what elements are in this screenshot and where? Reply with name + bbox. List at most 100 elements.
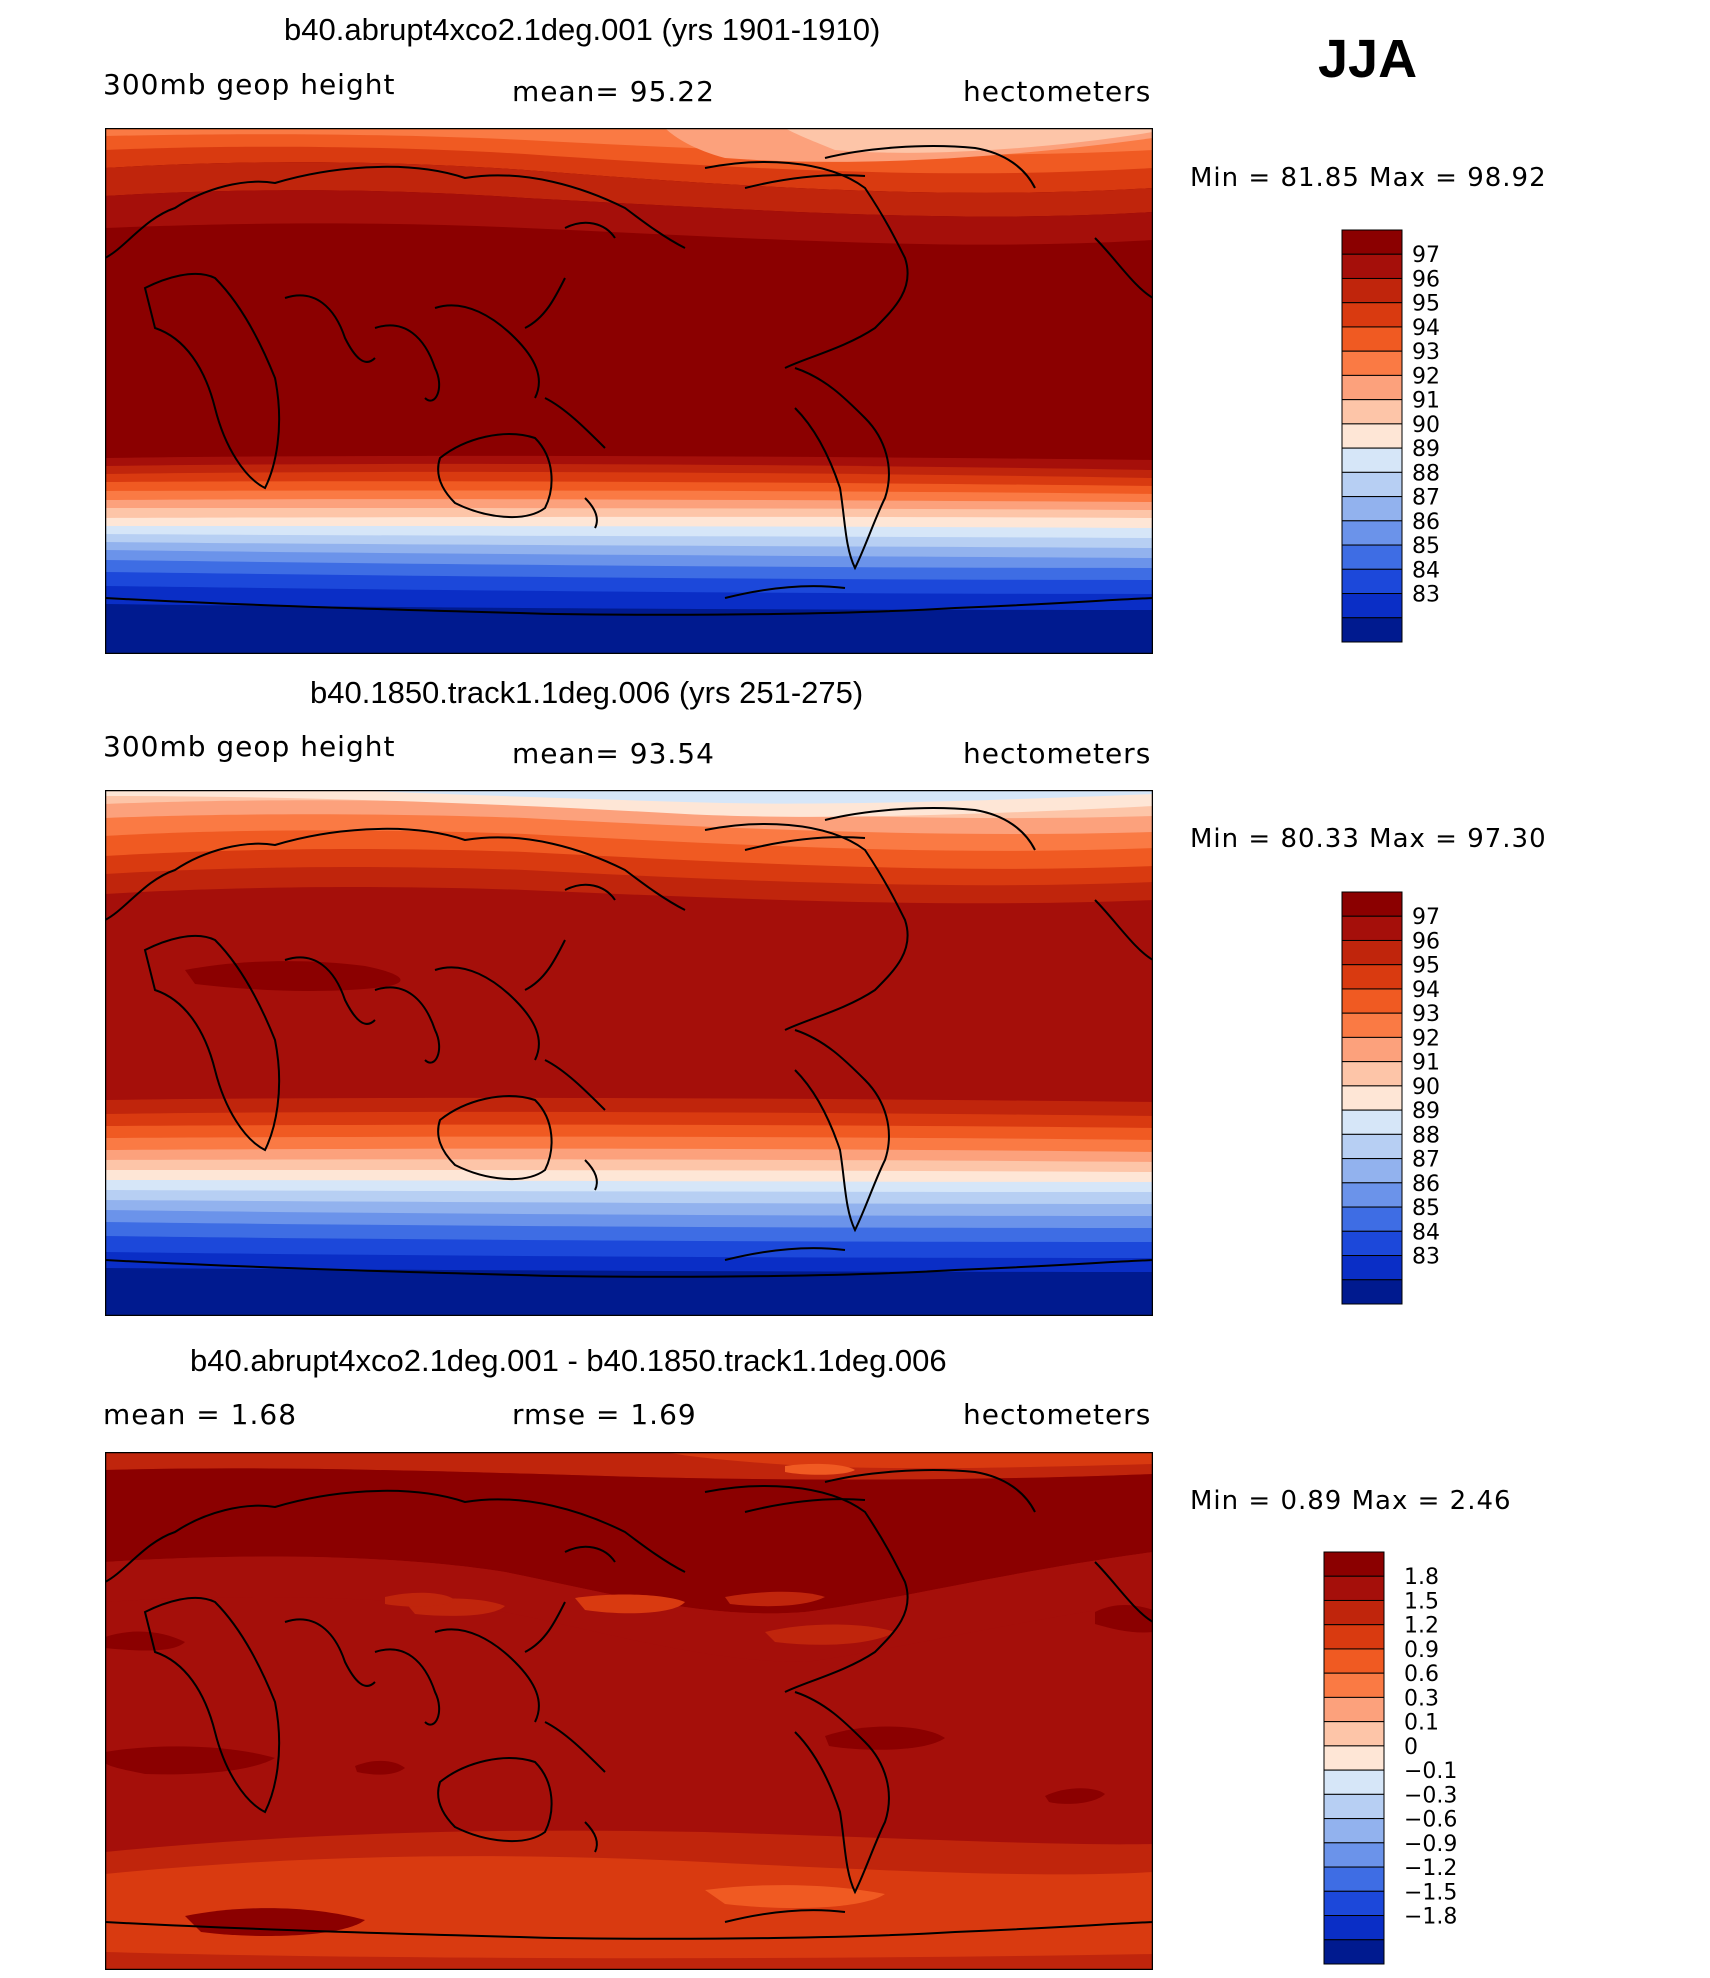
colorbar-tick-label: 91	[1412, 1051, 1440, 1076]
colorbar-tick-label: 94	[1412, 978, 1440, 1003]
colorbar-tick-label: 95	[1412, 954, 1440, 979]
colorbar-tick-label: 1.8	[1404, 1565, 1439, 1590]
colorbar-tick-label: 0.9	[1404, 1638, 1439, 1663]
colorbar-swatch	[1323, 1599, 1385, 1626]
colorbar-tick-label: 87	[1412, 486, 1440, 511]
colorbar-3-swatches	[1323, 1551, 1385, 1965]
colorbar-swatch	[1341, 471, 1403, 498]
colorbar-swatch	[1341, 350, 1403, 376]
colorbar-swatch	[1341, 302, 1403, 328]
colorbar-tick-label: 94	[1412, 316, 1440, 341]
colorbar-tick-label: 93	[1412, 1002, 1440, 1027]
colorbar-tick-label: −1.2	[1404, 1856, 1457, 1881]
colorbar-tick-label: 1.2	[1404, 1614, 1439, 1639]
colorbar-swatch	[1341, 964, 1403, 990]
colorbar-swatch	[1341, 1206, 1403, 1232]
colorbar-tick-label: −1.8	[1404, 1905, 1457, 1930]
colorbar-tick-label: 90	[1412, 413, 1440, 438]
colorbar-tick-label: 97	[1412, 243, 1440, 268]
colorbar-panel-3: 1.81.51.20.90.60.30.10−0.1−0.3−0.6−0.9−1…	[1323, 1551, 1457, 1965]
colorbar-swatch	[1341, 277, 1403, 304]
colorbar-tick-label: 96	[1412, 929, 1440, 954]
colorbar-swatch	[1341, 496, 1403, 522]
colorbar-swatch	[1323, 1769, 1385, 1795]
colorbar-swatch	[1341, 1158, 1403, 1184]
colorbar-swatch	[1323, 1575, 1385, 1601]
colorbar-tick-label: 85	[1412, 1196, 1440, 1221]
colorbar-swatch	[1341, 1182, 1403, 1208]
panel-2-mean-label: mean= 93.54	[512, 737, 715, 770]
colorbar-swatch	[1323, 1842, 1385, 1868]
colorbar-swatch	[1323, 1696, 1385, 1723]
colorbar-tick-label: −0.1	[1404, 1759, 1457, 1784]
colorbar-3-labels: 1.81.51.20.90.60.30.10−0.1−0.3−0.6−0.9−1…	[1404, 1565, 1457, 1929]
colorbar-swatch	[1323, 1745, 1385, 1771]
colorbar-tick-label: 0	[1404, 1735, 1418, 1760]
panel-3-title: b40.abrupt4xco2.1deg.001 - b40.1850.trac…	[190, 1343, 947, 1378]
colorbar-swatch	[1341, 617, 1403, 643]
colorbar-tick-label: 88	[1412, 461, 1440, 486]
colorbar-tick-label: 0.3	[1404, 1686, 1439, 1711]
map-panel-1	[105, 128, 1153, 654]
colorbar-tick-label: 1.5	[1404, 1589, 1439, 1614]
colorbar-swatch	[1341, 520, 1403, 546]
panel-1-minmax: Min = 81.85 Max = 98.92	[1190, 163, 1547, 193]
colorbar-swatch	[1341, 1109, 1403, 1135]
contour-fill-bands	[105, 128, 1153, 654]
colorbar-tick-label: 97	[1412, 905, 1440, 930]
panel-2-variable-label: 300mb geop height	[103, 730, 396, 763]
colorbar-swatch	[1341, 939, 1403, 966]
colorbar-swatch	[1341, 399, 1403, 425]
colorbar-tick-label: 86	[1412, 510, 1440, 535]
colorbar-swatch	[1341, 568, 1403, 595]
colorbar-swatch	[1323, 1890, 1385, 1917]
colorbar-tick-label: 84	[1412, 1220, 1440, 1245]
colorbar-swatch	[1341, 1036, 1403, 1063]
colorbar-swatch	[1341, 374, 1403, 401]
colorbar-tick-label: 83	[1412, 1245, 1440, 1270]
colorbar-tick-label: 92	[1412, 1026, 1440, 1051]
colorbar-tick-label: −0.6	[1404, 1808, 1457, 1833]
colorbar-tick-label: −0.9	[1404, 1832, 1457, 1857]
panel-1-title: b40.abrupt4xco2.1deg.001 (yrs 1901-1910)	[284, 12, 881, 47]
colorbar-swatch	[1341, 1255, 1403, 1281]
season-label: JJA	[1318, 29, 1418, 89]
colorbar-tick-label: 90	[1412, 1075, 1440, 1100]
colorbar-swatch	[1341, 447, 1403, 473]
contour-fill-bands	[105, 790, 1153, 1316]
coastlines	[105, 807, 1153, 1278]
panel-1-variable-label: 300mb geop height	[103, 68, 396, 101]
colorbar-swatch	[1341, 1230, 1403, 1257]
colorbar-swatch	[1323, 1648, 1385, 1674]
colorbar-swatch	[1323, 1818, 1385, 1844]
colorbar-swatch	[1323, 1915, 1385, 1941]
colorbar-swatch	[1323, 1939, 1385, 1965]
colorbar-tick-label: 84	[1412, 558, 1440, 583]
colorbar-tick-label: 86	[1412, 1172, 1440, 1197]
coastlines	[105, 145, 1153, 616]
colorbar-tick-label: 89	[1412, 1099, 1440, 1124]
panel-2-title: b40.1850.track1.1deg.006 (yrs 251-275)	[310, 675, 864, 710]
colorbar-swatch	[1341, 1012, 1403, 1038]
colorbar-swatch	[1323, 1721, 1385, 1747]
colorbar-swatch	[1341, 593, 1403, 619]
colorbar-swatch	[1323, 1793, 1385, 1820]
colorbar-tick-label: −0.3	[1404, 1783, 1457, 1808]
panel-2-units-label: hectometers	[963, 737, 1152, 770]
panel-2-minmax: Min = 80.33 Max = 97.30	[1190, 824, 1547, 854]
colorbar-swatch	[1341, 891, 1403, 917]
colorbar-swatch	[1341, 1085, 1403, 1111]
colorbar-tick-label: 93	[1412, 340, 1440, 365]
colorbar-swatch	[1341, 229, 1403, 255]
colorbar-swatch	[1323, 1672, 1385, 1698]
colorbar-swatch	[1341, 423, 1403, 449]
colorbar-swatch	[1323, 1551, 1385, 1577]
colorbar-tick-label: 89	[1412, 437, 1440, 462]
panel-1-units-label: hectometers	[963, 75, 1152, 108]
colorbar-swatch	[1341, 988, 1403, 1014]
colorbar-tick-label: 83	[1412, 583, 1440, 608]
map-panel-3	[105, 1452, 1153, 1970]
